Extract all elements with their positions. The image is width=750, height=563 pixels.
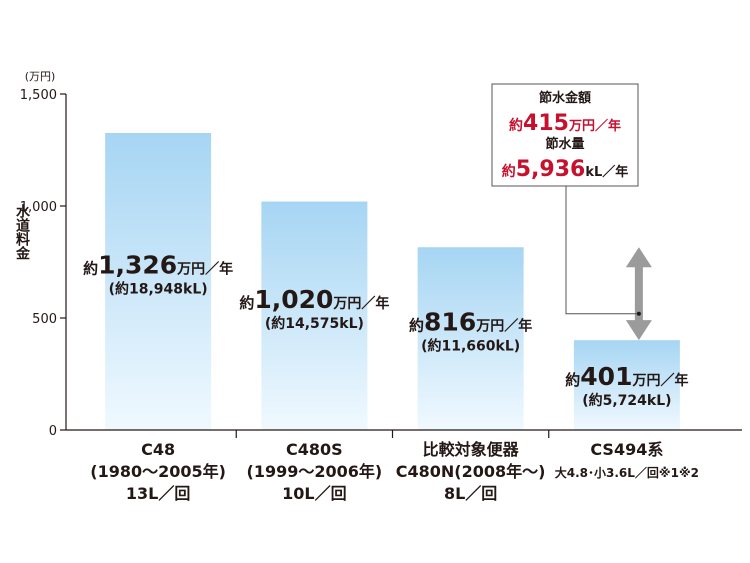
bar-value-sub: (約18,948kL)	[109, 280, 208, 297]
x-category-label: (1980～2005年)	[90, 462, 226, 481]
bar-value-number: 816	[424, 308, 476, 337]
arrow-shaft	[634, 266, 643, 322]
bar-2	[261, 201, 368, 430]
bar-value-sub: (約5,724kL)	[582, 392, 671, 409]
bar-value-label: 約1,020万円／年	[239, 285, 389, 314]
callout-value-amount-unit: 万円／年	[568, 118, 621, 134]
callout-leader-dot	[636, 311, 641, 316]
bar-value-label: 約816万円／年	[409, 308, 532, 337]
bar-value-unit: 万円／年	[631, 372, 688, 389]
y-tick-label: 0	[49, 424, 57, 439]
bar-value-number: 401	[580, 362, 632, 391]
callout-value-volume-prefix: 約	[502, 163, 516, 180]
bar-value-sub: (約14,575kL)	[265, 315, 364, 332]
bar-4	[573, 340, 680, 430]
bar-value-number: 1,326	[98, 250, 177, 279]
x-category-label: C480S	[286, 440, 343, 459]
bar-value-prefix: 約	[83, 259, 98, 277]
bar-value-unit: 万円／年	[176, 260, 233, 277]
x-category-label: (1999～2006年)	[247, 462, 383, 481]
bar-value-number: 1,020	[254, 285, 333, 314]
callout-leader-line	[565, 186, 639, 315]
callout-title-amount: 節水金額	[539, 90, 591, 106]
bar-value-unit: 万円／年	[475, 318, 532, 335]
x-category-label: C48	[141, 440, 175, 459]
bar-value-prefix: 約	[409, 317, 424, 335]
y-unit-label: (万円)	[25, 70, 56, 83]
x-category-label: 10L／回	[282, 484, 346, 503]
arrow-head-up	[625, 247, 652, 268]
callout-value-amount: 約415万円／年	[509, 111, 621, 136]
x-category-label: 比較対象便器	[423, 440, 520, 459]
bar-value-prefix: 約	[565, 371, 580, 389]
bar-value-sub: (約11,660kL)	[421, 338, 520, 355]
bar-3	[417, 247, 524, 430]
bar-value-label: 約401万円／年	[565, 362, 688, 391]
callout-value-amount-prefix: 約	[509, 117, 523, 134]
callout-box	[491, 83, 639, 187]
callout-value-volume-number: 5,936	[516, 157, 586, 182]
x-category-label: CS494系	[590, 440, 663, 459]
y-axis-label: 水道料金	[14, 203, 31, 260]
x-category-label: C480N(2008年～)	[396, 462, 546, 481]
callout-title-volume: 節水量	[545, 136, 584, 152]
y-tick-label: 500	[32, 312, 57, 327]
bar-value-label: 約1,326万円／年	[83, 250, 233, 279]
y-tick-label: 1,500	[20, 88, 57, 103]
callout-value-volume: 約5,936kL／年	[502, 157, 629, 182]
bar-value-prefix: 約	[239, 294, 254, 312]
x-category-label: 大4.8･小3.6L／回※1※2	[555, 465, 699, 480]
callout-value-amount-number: 415	[523, 111, 569, 136]
x-category-label: 13L／回	[126, 484, 190, 503]
callout-value-volume-unit: kL／年	[585, 164, 628, 180]
bar-1	[105, 132, 212, 430]
arrow-head-down	[625, 320, 652, 341]
bar-value-unit: 万円／年	[332, 295, 389, 312]
x-category-label: 8L／回	[444, 484, 497, 503]
y-tick-label: 1,000	[20, 200, 57, 215]
